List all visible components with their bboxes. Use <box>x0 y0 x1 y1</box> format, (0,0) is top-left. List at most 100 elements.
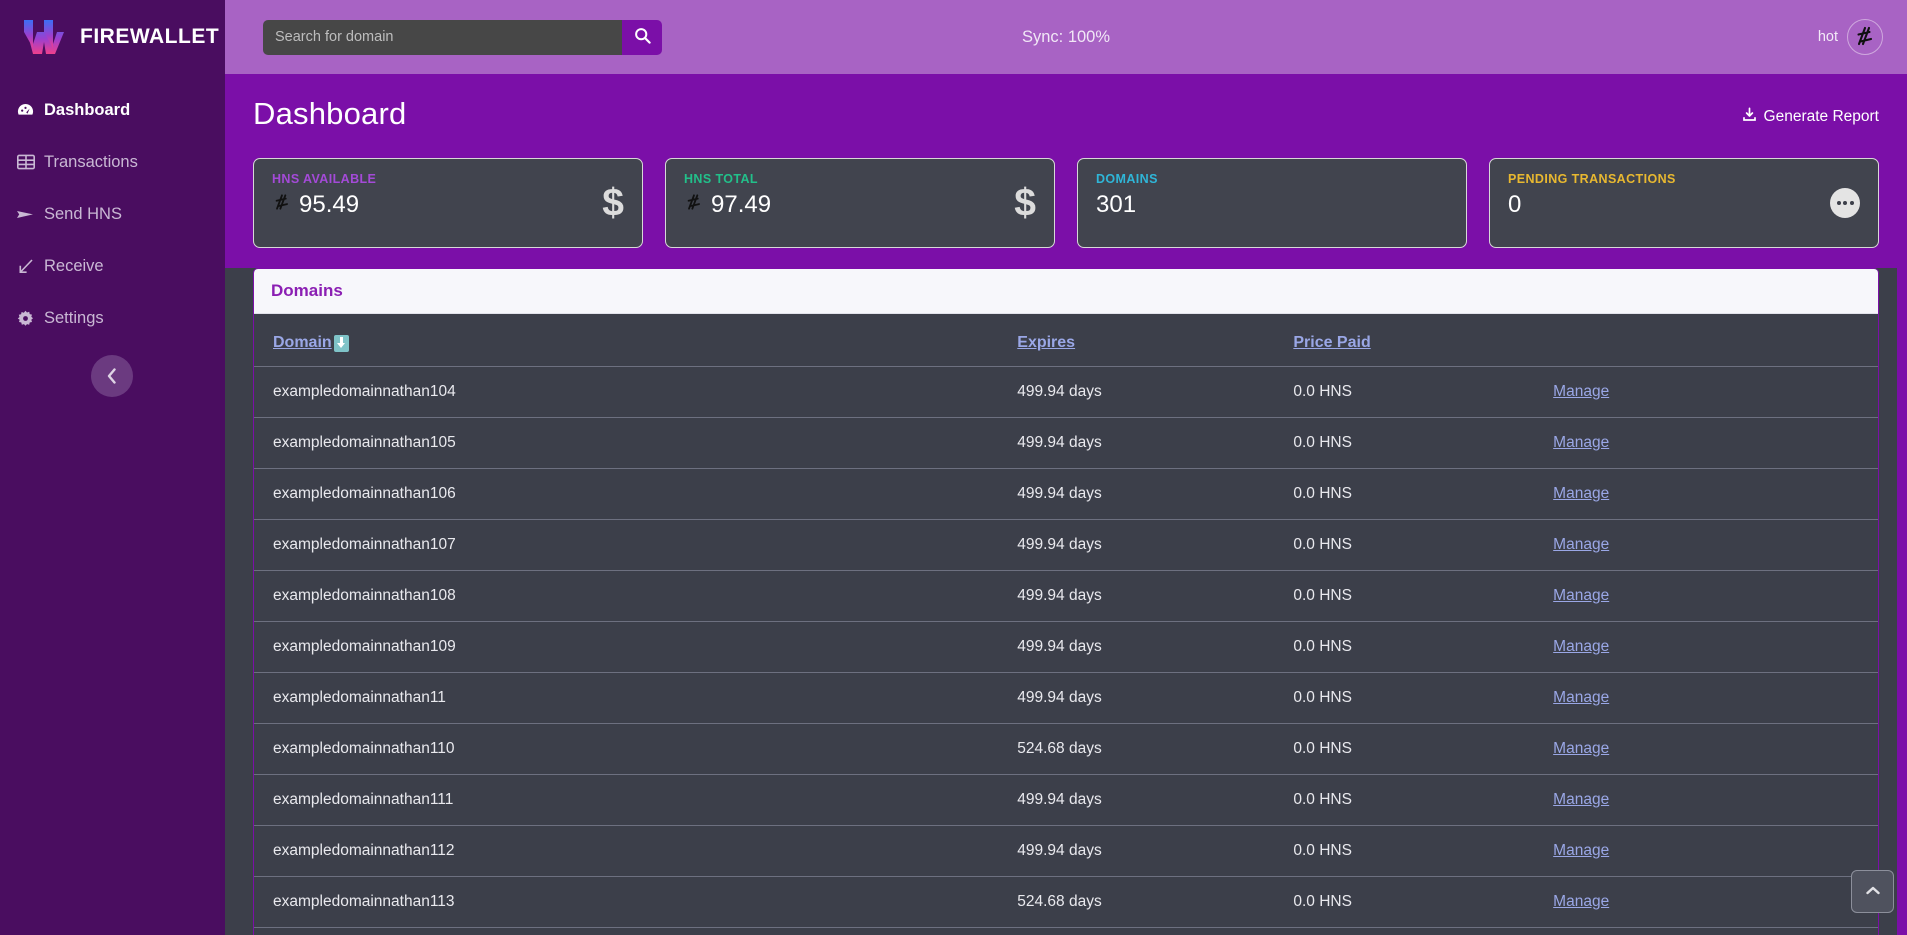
scroll-to-top-button[interactable] <box>1851 870 1894 913</box>
stat-card-value: 301 <box>1096 191 1137 218</box>
cell-price-paid: 0.0 HNS <box>1293 672 1554 724</box>
stat-card-value-row: 0 <box>1508 191 1676 219</box>
sidebar-item-transactions[interactable]: Transactions <box>0 136 225 188</box>
sync-status: Sync: 100% <box>1021 27 1111 46</box>
sidebar-collapse-button[interactable] <box>91 355 133 397</box>
sidebar-item-send-hns[interactable]: Send HNS <box>0 188 225 240</box>
cell-price-paid: 0.0 HNS <box>1293 366 1554 418</box>
sidebar-nav: Dashboard Transactions <box>0 84 225 344</box>
table-row: exampledomainnathan11 499.94 days 0.0 HNS M… <box>254 672 1878 724</box>
manage-link[interactable]: Manage <box>1553 689 1610 706</box>
cell-actions: Manage <box>1553 468 1878 520</box>
cell-expires: 499.94 days <box>1017 825 1294 877</box>
cell-expires: 499.94 days <box>1017 570 1294 622</box>
manage-link[interactable]: Manage <box>1553 791 1610 808</box>
brand[interactable]: FIREWALLET <box>0 0 225 74</box>
handshake-icon <box>684 191 704 219</box>
cell-actions: Manage <box>1553 519 1878 571</box>
search-bar <box>263 19 662 55</box>
cell-price-paid: 0.0 HNS <box>1293 417 1554 469</box>
handshake-icon <box>272 191 292 219</box>
column-header-domain[interactable]: Domain <box>254 314 1018 367</box>
wallet-name: hot <box>1817 29 1838 45</box>
column-header-domain-label: Domain <box>273 334 332 351</box>
cell-expires: 499.94 days <box>1017 672 1294 724</box>
cell-price-paid: 0.0 HNS <box>1293 927 1554 935</box>
search-input[interactable] <box>263 19 622 55</box>
cell-price-paid: 0.0 HNS <box>1293 621 1554 673</box>
wallet-selector[interactable]: hot <box>1818 19 1883 55</box>
cell-actions: Manage <box>1553 570 1878 622</box>
handshake-logo-avatar-icon <box>1847 19 1883 55</box>
column-header-expires[interactable]: Expires <box>1017 314 1294 367</box>
domains-table-head: Domain Expires Price Paid <box>254 314 1878 367</box>
column-header-price-paid[interactable]: Price Paid <box>1293 314 1554 367</box>
stat-card-value-row: 301 <box>1096 191 1158 219</box>
table-row: exampledomainnathan108 499.94 days 0.0 HNS… <box>254 570 1878 622</box>
cell-actions: Manage <box>1553 876 1878 928</box>
manage-link[interactable]: Manage <box>1553 434 1610 451</box>
right-purple-rail <box>1897 74 1907 935</box>
cell-expires: 499.94 days <box>1017 519 1294 571</box>
table-row: exampledomainnathan110 524.68 days 0.0 HNS… <box>254 723 1878 775</box>
stat-cards: HNS AVAILABLE 95.49 $ HNS TOTAL <box>225 158 1907 248</box>
cell-expires: 499.94 days <box>1017 927 1294 935</box>
generate-report-label: Generate Report <box>1763 108 1879 125</box>
stat-card-label: DOMAINS <box>1096 172 1158 186</box>
cell-price-paid: 0.0 HNS <box>1293 468 1554 520</box>
generate-report-button[interactable]: Generate Report <box>1742 107 1879 127</box>
sidebar-item-receive[interactable]: Receive <box>0 240 225 292</box>
stat-card-pending-transactions[interactable]: PENDING TRANSACTIONS 0 <box>1489 158 1879 248</box>
manage-link[interactable]: Manage <box>1553 485 1610 502</box>
cell-domain: exampledomainnathan11 <box>254 672 1018 724</box>
manage-link[interactable]: Manage <box>1553 383 1610 400</box>
stat-card-label: PENDING TRANSACTIONS <box>1508 172 1676 186</box>
sort-down-arrow-icon[interactable] <box>333 334 349 352</box>
page-header: Dashboard Generate Report <box>225 74 1907 158</box>
cell-domain: exampledomainnathan105 <box>254 417 1018 469</box>
table-row: exampledomainnathan113 524.68 days 0.0 HNS… <box>254 876 1878 928</box>
domains-panel: Domains Domain Expires <box>253 268 1879 935</box>
manage-link[interactable]: Manage <box>1553 842 1610 859</box>
top-bar: Sync: 100% hot <box>225 0 1907 74</box>
manage-link[interactable]: Manage <box>1553 893 1610 910</box>
dollar-icon: $ <box>1014 181 1036 225</box>
ellipsis-icon <box>1830 188 1860 218</box>
sidebar-item-label: Transactions <box>44 152 138 171</box>
stat-card-label: HNS AVAILABLE <box>272 172 377 186</box>
sidebar-item-settings[interactable]: Settings <box>0 292 225 344</box>
page-title: Dashboard <box>253 96 407 131</box>
cell-actions: Manage <box>1553 621 1878 673</box>
stat-card-value: 97.49 <box>711 191 772 218</box>
manage-link[interactable]: Manage <box>1553 536 1610 553</box>
domains-panel-header: Domains <box>254 269 1878 314</box>
manage-link[interactable]: Manage <box>1553 740 1610 757</box>
cell-expires: 524.68 days <box>1017 723 1294 775</box>
table-header-row: Domain Expires Price Paid <box>254 314 1878 367</box>
cell-actions: Manage <box>1553 825 1878 877</box>
search-button[interactable] <box>622 19 662 55</box>
stat-card-hns-available[interactable]: HNS AVAILABLE 95.49 $ <box>253 158 643 248</box>
table-row: exampledomainnathan105 499.94 days 0.0 HNS… <box>254 417 1878 469</box>
cell-actions: Manage <box>1553 672 1878 724</box>
firewallet-w-logo-icon <box>22 18 66 56</box>
cell-price-paid: 0.0 HNS <box>1293 876 1554 928</box>
cell-price-paid: 0.0 HNS <box>1293 519 1554 571</box>
stat-card-domains[interactable]: DOMAINS 301 <box>1077 158 1467 248</box>
cell-price-paid: 0.0 HNS <box>1293 570 1554 622</box>
arrow-down-left-icon <box>16 257 35 276</box>
manage-link[interactable]: Manage <box>1553 587 1610 604</box>
manage-link[interactable]: Manage <box>1553 638 1610 655</box>
cell-domain: exampledomainnathan108 <box>254 570 1018 622</box>
table-grid-icon <box>16 153 35 172</box>
table-row: exampledomainnathan111 499.94 days 0.0 HNS… <box>254 774 1878 826</box>
cell-actions: Manage <box>1553 774 1878 826</box>
column-header-expires-label: Expires <box>1017 334 1076 351</box>
table-row: exampledomainnathan107 499.94 days 0.0 HNS… <box>254 519 1878 571</box>
stat-card-hns-total[interactable]: HNS TOTAL 97.49 $ <box>665 158 1055 248</box>
sidebar-item-dashboard[interactable]: Dashboard <box>0 84 225 136</box>
domains-table: Domain Expires Price Paid <box>254 314 1878 935</box>
cell-domain: exampledomainnathan107 <box>254 519 1018 571</box>
sidebar-item-label: Dashboard <box>44 100 131 119</box>
